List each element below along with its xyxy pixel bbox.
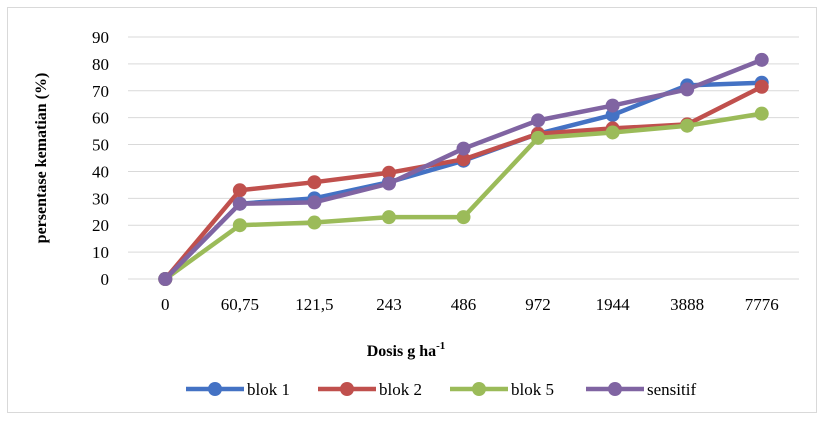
series-line-blok-1 xyxy=(163,80,764,282)
data-point-sensitif xyxy=(232,196,247,211)
y-tick-label: 60 xyxy=(92,109,109,128)
data-point-blok-5 xyxy=(307,215,322,230)
legend-item-blok-5: blok 5 xyxy=(450,380,554,399)
x-tick-label: 60,75 xyxy=(221,295,259,314)
y-tick-label: 90 xyxy=(92,28,109,47)
data-point-blok-5 xyxy=(754,106,769,121)
series-line-sensitif xyxy=(163,57,764,282)
y-tick-label: 20 xyxy=(92,216,109,235)
legend-marker xyxy=(608,382,622,396)
legend-item-sensitif: sensitif xyxy=(586,380,696,399)
x-tick-label: 972 xyxy=(525,295,551,314)
x-tick-label: 243 xyxy=(376,295,402,314)
series-line-blok-5 xyxy=(163,111,764,282)
data-point-sensitif xyxy=(605,98,620,113)
y-tick-label: 10 xyxy=(92,243,109,262)
chart-frame xyxy=(7,7,817,413)
y-tick-label: 70 xyxy=(92,82,109,101)
series-line-blok-2 xyxy=(163,84,764,282)
legend-marker xyxy=(340,382,354,396)
data-point-blok-5 xyxy=(605,125,620,140)
data-point-blok-2 xyxy=(307,175,322,190)
x-axis-title-superscript: -1 xyxy=(436,340,445,352)
legend-marker xyxy=(472,382,486,396)
x-axis-title-text: Dosis g ha xyxy=(367,343,436,360)
legend-label: blok 2 xyxy=(379,380,422,399)
y-tick-label: 80 xyxy=(92,55,109,74)
x-tick-label: 486 xyxy=(451,295,477,314)
legend-label: blok 1 xyxy=(247,380,290,399)
data-point-blok-5 xyxy=(456,210,471,225)
x-tick-label: 7776 xyxy=(745,295,779,314)
data-point-sensitif xyxy=(531,113,546,128)
legend-item-blok-1: blok 1 xyxy=(186,380,290,399)
x-tick-label: 121,5 xyxy=(295,295,333,314)
data-point-blok-5 xyxy=(381,210,396,225)
series-lines xyxy=(158,52,769,286)
y-tick-label: 40 xyxy=(92,162,109,181)
x-tick-label: 0 xyxy=(161,295,170,314)
data-point-blok-5 xyxy=(680,118,695,133)
legend-marker xyxy=(208,382,222,396)
data-point-blok-2 xyxy=(381,165,396,180)
data-point-sensitif xyxy=(307,195,322,210)
data-point-sensitif xyxy=(158,272,173,286)
x-axis-title: Dosis g ha-1 xyxy=(367,340,446,360)
legend-item-blok-2: blok 2 xyxy=(318,380,422,399)
legend: blok 1 blok 2 blok 5 sensitif xyxy=(186,380,696,399)
data-point-sensitif xyxy=(381,176,396,191)
y-tick-label: 50 xyxy=(92,136,109,155)
tick-labels: 0 10 20 30 40 50 60 70 80 90 0 60,75 121,5 243 486 972 1… xyxy=(92,28,779,314)
data-point-sensitif xyxy=(456,141,471,156)
x-tick-label: 3888 xyxy=(670,295,704,314)
data-point-blok-5 xyxy=(531,130,546,145)
y-axis-title: persentase kematian (%) xyxy=(33,73,50,244)
data-point-blok-2 xyxy=(754,79,769,94)
legend-label: blok 5 xyxy=(511,380,554,399)
data-point-blok-2 xyxy=(456,152,471,167)
legend-label: sensitif xyxy=(647,380,696,399)
data-point-sensitif xyxy=(754,52,769,67)
data-point-sensitif xyxy=(680,82,695,97)
data-point-blok-2 xyxy=(232,183,247,198)
data-point-blok-5 xyxy=(232,218,247,233)
y-tick-label: 30 xyxy=(92,189,109,208)
x-tick-label: 1944 xyxy=(596,295,631,314)
y-tick-label: 0 xyxy=(101,270,110,289)
